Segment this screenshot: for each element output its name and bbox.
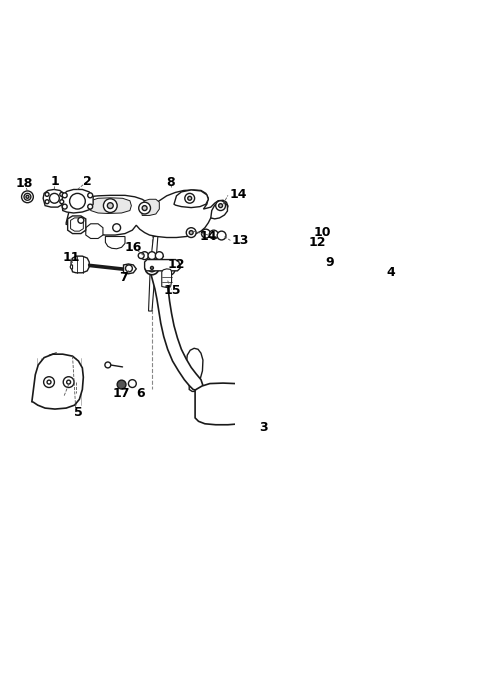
Circle shape xyxy=(22,191,33,203)
Circle shape xyxy=(303,243,314,254)
Polygon shape xyxy=(71,256,89,273)
Circle shape xyxy=(185,193,194,204)
Text: 6: 6 xyxy=(136,387,144,400)
Circle shape xyxy=(167,267,171,272)
Circle shape xyxy=(78,217,84,223)
Circle shape xyxy=(67,380,71,384)
Circle shape xyxy=(314,240,318,243)
Text: 14: 14 xyxy=(200,230,217,243)
Text: 12: 12 xyxy=(168,259,185,271)
Text: 4: 4 xyxy=(386,266,395,279)
Polygon shape xyxy=(71,218,84,231)
Polygon shape xyxy=(91,198,132,213)
Circle shape xyxy=(45,192,49,197)
Text: 18: 18 xyxy=(16,177,33,190)
Circle shape xyxy=(47,380,51,384)
Circle shape xyxy=(113,224,120,231)
Polygon shape xyxy=(123,264,136,274)
Polygon shape xyxy=(86,224,103,238)
Circle shape xyxy=(45,200,49,204)
Circle shape xyxy=(117,380,126,389)
Polygon shape xyxy=(32,354,84,409)
Circle shape xyxy=(209,230,218,239)
Circle shape xyxy=(62,193,67,198)
Polygon shape xyxy=(211,202,228,219)
Circle shape xyxy=(44,376,54,388)
Text: 16: 16 xyxy=(125,240,142,254)
Polygon shape xyxy=(186,348,203,392)
Polygon shape xyxy=(68,216,86,233)
Circle shape xyxy=(145,261,159,275)
Circle shape xyxy=(218,204,223,208)
Circle shape xyxy=(138,253,144,259)
Circle shape xyxy=(189,231,193,235)
Circle shape xyxy=(141,252,148,259)
Circle shape xyxy=(216,201,226,210)
Text: 10: 10 xyxy=(314,226,331,239)
Circle shape xyxy=(60,192,64,197)
Circle shape xyxy=(103,199,117,213)
Text: 3: 3 xyxy=(259,421,267,434)
Circle shape xyxy=(70,193,85,209)
Circle shape xyxy=(129,380,136,388)
Text: 14: 14 xyxy=(229,188,247,201)
Circle shape xyxy=(148,264,156,272)
Text: 15: 15 xyxy=(164,284,181,297)
Circle shape xyxy=(217,231,226,240)
Text: 9: 9 xyxy=(325,256,334,270)
Circle shape xyxy=(88,204,93,209)
Circle shape xyxy=(49,193,60,204)
Text: 5: 5 xyxy=(74,406,83,418)
Circle shape xyxy=(108,203,113,208)
Circle shape xyxy=(156,252,163,259)
Circle shape xyxy=(389,266,395,272)
Polygon shape xyxy=(70,265,72,269)
Circle shape xyxy=(105,362,111,368)
Polygon shape xyxy=(162,269,171,287)
Circle shape xyxy=(306,246,311,251)
Circle shape xyxy=(139,202,151,214)
Circle shape xyxy=(142,206,147,210)
Text: 1: 1 xyxy=(50,175,59,187)
Text: 11: 11 xyxy=(62,251,80,263)
Text: 8: 8 xyxy=(166,176,175,189)
Circle shape xyxy=(26,195,29,198)
Circle shape xyxy=(202,229,210,238)
Circle shape xyxy=(312,237,321,246)
Polygon shape xyxy=(195,383,255,424)
Circle shape xyxy=(63,376,74,388)
Circle shape xyxy=(151,266,154,269)
Circle shape xyxy=(60,200,64,204)
Circle shape xyxy=(148,252,156,259)
Text: 2: 2 xyxy=(83,175,92,188)
Circle shape xyxy=(186,228,196,238)
Polygon shape xyxy=(43,190,65,207)
Circle shape xyxy=(62,204,67,209)
Circle shape xyxy=(88,193,93,198)
Text: 13: 13 xyxy=(231,234,249,247)
Polygon shape xyxy=(66,190,228,238)
Polygon shape xyxy=(141,199,159,215)
Text: 12: 12 xyxy=(309,236,326,249)
Circle shape xyxy=(24,193,31,200)
Polygon shape xyxy=(174,190,208,208)
Polygon shape xyxy=(144,259,180,271)
Circle shape xyxy=(188,197,192,200)
Polygon shape xyxy=(148,236,158,311)
Circle shape xyxy=(370,264,377,272)
Circle shape xyxy=(163,263,175,275)
Text: 17: 17 xyxy=(113,387,130,400)
Polygon shape xyxy=(149,264,203,390)
Text: 7: 7 xyxy=(119,271,128,284)
Polygon shape xyxy=(62,190,93,213)
Circle shape xyxy=(125,265,132,272)
Polygon shape xyxy=(106,236,125,249)
